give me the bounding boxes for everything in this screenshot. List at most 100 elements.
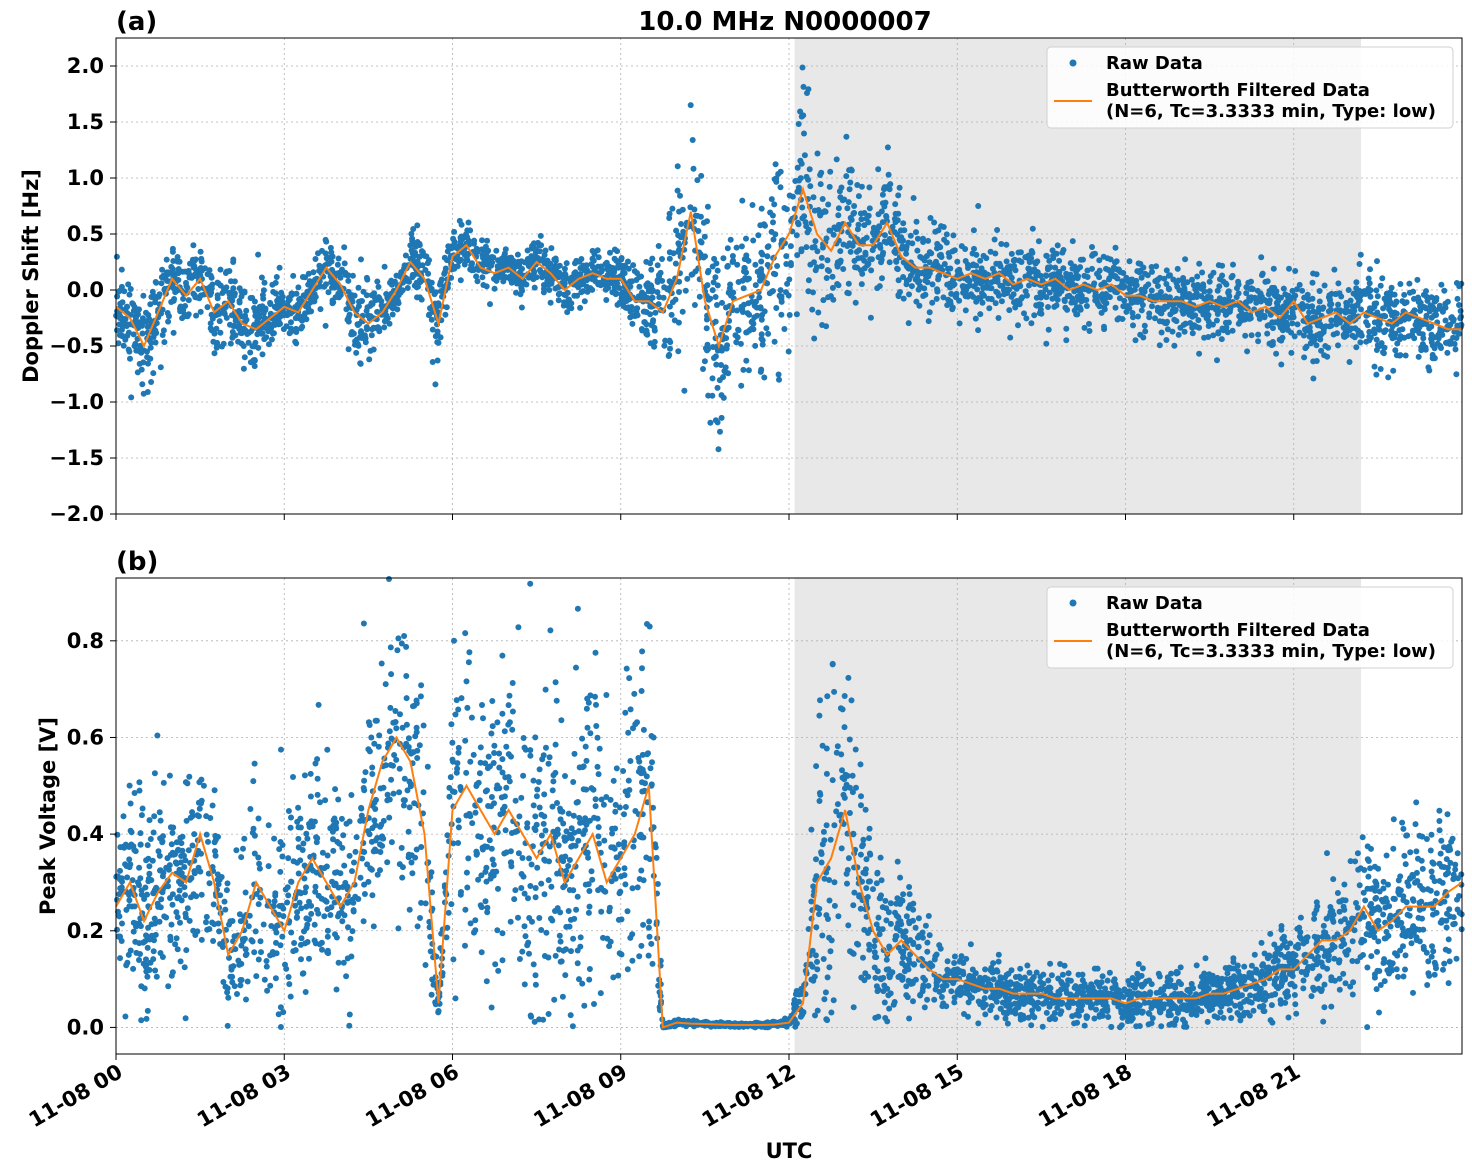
raw-data-point (355, 284, 362, 291)
raw-data-point (765, 243, 772, 250)
raw-data-point (858, 281, 865, 288)
raw-data-point (501, 250, 508, 257)
raw-data-point (1331, 266, 1338, 273)
raw-data-point (515, 850, 522, 857)
raw-data-point (1081, 286, 1088, 293)
raw-data-point (975, 327, 982, 334)
raw-data-point (197, 267, 204, 274)
raw-data-point (979, 299, 986, 306)
raw-data-point (644, 280, 651, 287)
raw-data-point (207, 320, 214, 327)
raw-data-point (231, 278, 238, 285)
raw-data-point (1321, 282, 1328, 289)
raw-data-point (781, 326, 788, 332)
panel-a-doppler-shift: −2.0−1.5−1.0−0.50.00.51.01.52.0 (a) Dopp… (19, 7, 1465, 526)
raw-data-point (251, 949, 258, 956)
raw-data-point (1038, 301, 1045, 308)
raw-data-point (120, 342, 127, 349)
raw-data-point (807, 261, 814, 268)
raw-data-point (677, 234, 684, 241)
raw-data-point (857, 761, 864, 768)
raw-data-point (464, 884, 471, 891)
raw-data-point (833, 156, 840, 163)
raw-data-point (1379, 275, 1386, 282)
raw-data-point (921, 1004, 928, 1011)
raw-data-point (648, 940, 655, 947)
raw-data-point (510, 257, 517, 264)
raw-data-point (561, 265, 568, 272)
raw-data-point (1356, 882, 1363, 889)
raw-data-point (1180, 293, 1187, 300)
raw-data-point (1089, 265, 1095, 272)
raw-data-point (666, 351, 673, 358)
raw-data-point (593, 701, 599, 708)
raw-data-point (795, 121, 802, 127)
raw-data-point (222, 270, 229, 276)
raw-data-point (1248, 278, 1254, 285)
raw-data-point (829, 273, 836, 280)
raw-data-point (1306, 309, 1313, 316)
y-tick-label: 2.0 (67, 54, 104, 78)
raw-data-point (595, 771, 602, 778)
raw-data-point (1258, 254, 1265, 261)
raw-data-point (1373, 287, 1380, 294)
raw-data-point (583, 262, 590, 269)
raw-data-point (1451, 340, 1458, 347)
raw-data-point (922, 268, 929, 275)
raw-data-point (1059, 249, 1066, 256)
raw-data-point (1142, 270, 1148, 277)
raw-data-point (305, 270, 312, 277)
raw-data-point (249, 343, 256, 350)
raw-data-point (203, 831, 210, 838)
raw-data-point (423, 253, 430, 260)
raw-data-point (1301, 294, 1308, 301)
raw-data-point (743, 357, 750, 364)
raw-data-point (1053, 302, 1060, 309)
raw-data-point (627, 758, 634, 764)
raw-data-point (251, 305, 258, 311)
raw-data-point (903, 246, 910, 253)
raw-data-point (273, 274, 280, 280)
raw-data-point (1084, 274, 1091, 280)
raw-data-point (866, 205, 873, 212)
raw-data-point (1086, 320, 1092, 327)
raw-data-point (323, 238, 330, 245)
raw-data-point (730, 257, 737, 264)
raw-data-point (271, 835, 278, 842)
raw-data-point (1255, 338, 1262, 345)
raw-data-point (819, 196, 826, 202)
raw-data-point (267, 301, 274, 307)
raw-data-point (943, 239, 950, 246)
raw-data-point (530, 276, 537, 283)
raw-data-point (568, 300, 575, 307)
raw-data-point (524, 247, 531, 254)
raw-data-point (987, 248, 994, 255)
raw-data-point (369, 771, 376, 777)
raw-data-point (333, 986, 340, 993)
raw-data-point (1117, 269, 1124, 275)
raw-data-point (1415, 855, 1421, 862)
raw-data-point (1374, 342, 1381, 349)
raw-data-point (294, 313, 301, 320)
raw-data-point (933, 295, 940, 302)
raw-data-point (1423, 949, 1430, 956)
raw-data-point (151, 813, 158, 820)
raw-data-point (295, 284, 302, 291)
raw-data-point (1436, 807, 1443, 814)
raw-data-point (339, 266, 345, 273)
raw-data-point (1018, 295, 1025, 302)
raw-data-point (811, 207, 818, 214)
raw-data-point (1206, 288, 1213, 295)
raw-data-point (452, 995, 459, 1002)
raw-data-point (1316, 298, 1323, 305)
raw-data-point (894, 266, 901, 273)
raw-data-point (754, 268, 761, 275)
raw-data-point (516, 263, 523, 270)
raw-data-point (816, 211, 823, 217)
raw-data-point (243, 307, 250, 314)
raw-data-point (293, 325, 299, 332)
raw-data-point (420, 722, 427, 729)
raw-data-point (784, 280, 791, 287)
raw-data-point (473, 273, 480, 280)
